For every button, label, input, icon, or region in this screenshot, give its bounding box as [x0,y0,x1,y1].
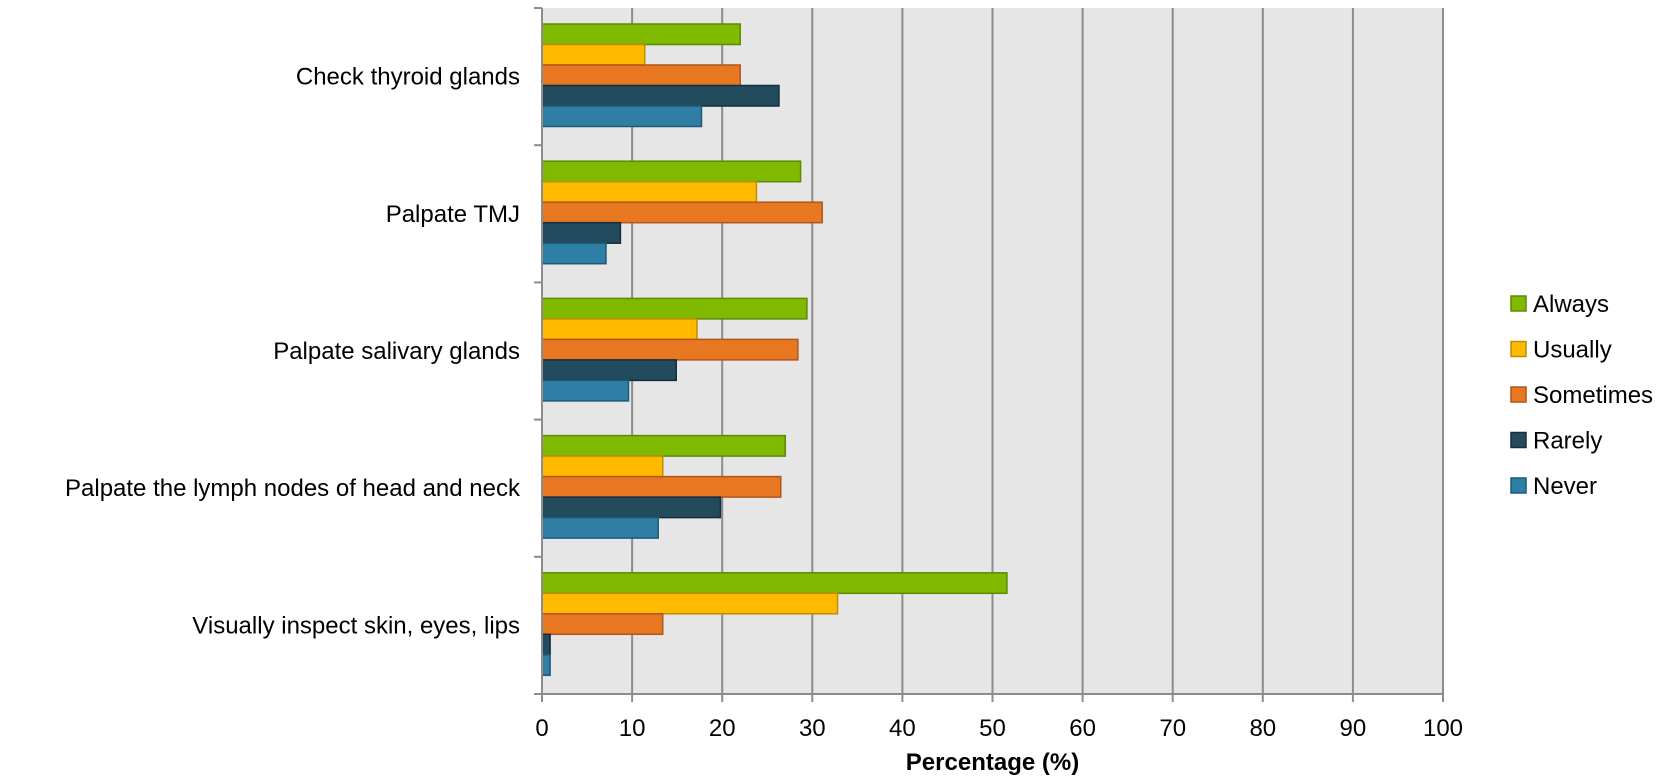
category-labels: Check thyroid glands Palpate TMJ Palpate s… [65,64,521,640]
legend-swatch-usually [1510,340,1527,358]
legend: Always Usually Sometimes Rarely Never [1510,291,1653,500]
bar-never-4 [541,654,551,677]
category-label-4: Visually inspect skin, eyes, lips [192,612,520,639]
x-tick-label-80: 80 [1249,715,1276,742]
bar-usually-0 [541,43,646,66]
x-tick-labels: 0 10 20 30 40 50 60 70 80 90 100 [535,715,1463,742]
x-tick-label-100: 100 [1423,715,1463,742]
x-tick-label-40: 40 [889,715,916,742]
legend-swatch-always [1510,295,1527,312]
bar-rarely-2 [541,359,677,382]
bar-never-2 [541,379,630,402]
bar-always-2 [541,297,808,320]
x-tick-label-30: 30 [799,715,826,742]
bar-usually-1 [541,180,758,203]
bar-sometimes-2 [541,338,799,361]
bar-rarely-4 [541,633,551,656]
category-label-3: Palpate the lymph nodes of head and neck [65,475,521,502]
bar-rarely-0 [541,84,780,107]
bar-rarely-1 [541,221,622,244]
legend-swatch-rarely [1510,431,1527,449]
x-tick-label-60: 60 [1069,715,1096,742]
x-tick-label-20: 20 [709,715,736,742]
x-tick-label-10: 10 [619,715,646,742]
x-axis-title: Percentage (%) [906,749,1079,776]
legend-label-sometimes: Sometimes [1533,382,1653,409]
bar-sometimes-0 [541,64,741,87]
bar-always-4 [541,572,1008,595]
bar-rarely-3 [541,496,722,519]
category-label-0: Check thyroid glands [296,64,520,91]
x-tick-label-90: 90 [1340,715,1367,742]
bar-never-3 [541,516,659,539]
bar-never-0 [541,105,703,128]
x-tick-label-70: 70 [1159,715,1186,742]
bar-always-1 [541,160,802,183]
legend-label-usually: Usually [1533,337,1612,364]
legend-swatch-never [1510,477,1527,494]
legend-label-rarely: Rarely [1533,428,1602,455]
axes [534,7,1444,702]
legend-swatch-sometimes [1510,386,1527,403]
bar-sometimes-4 [541,613,664,636]
bar-usually-3 [541,455,664,478]
bar-never-1 [541,242,607,265]
bar-usually-2 [541,318,698,341]
category-label-1: Palpate TMJ [386,201,520,228]
x-tick-label-0: 0 [535,715,548,742]
bar-always-3 [541,434,787,457]
bar-always-0 [541,23,741,46]
legend-label-never: Never [1533,473,1597,500]
x-tick-label-50: 50 [979,715,1006,742]
legend-label-always: Always [1533,291,1609,318]
bar-sometimes-1 [541,201,823,224]
bars [541,23,1008,677]
bar-sometimes-3 [541,475,782,498]
category-label-2: Palpate salivary glands [273,338,520,365]
bar-usually-4 [541,592,839,615]
